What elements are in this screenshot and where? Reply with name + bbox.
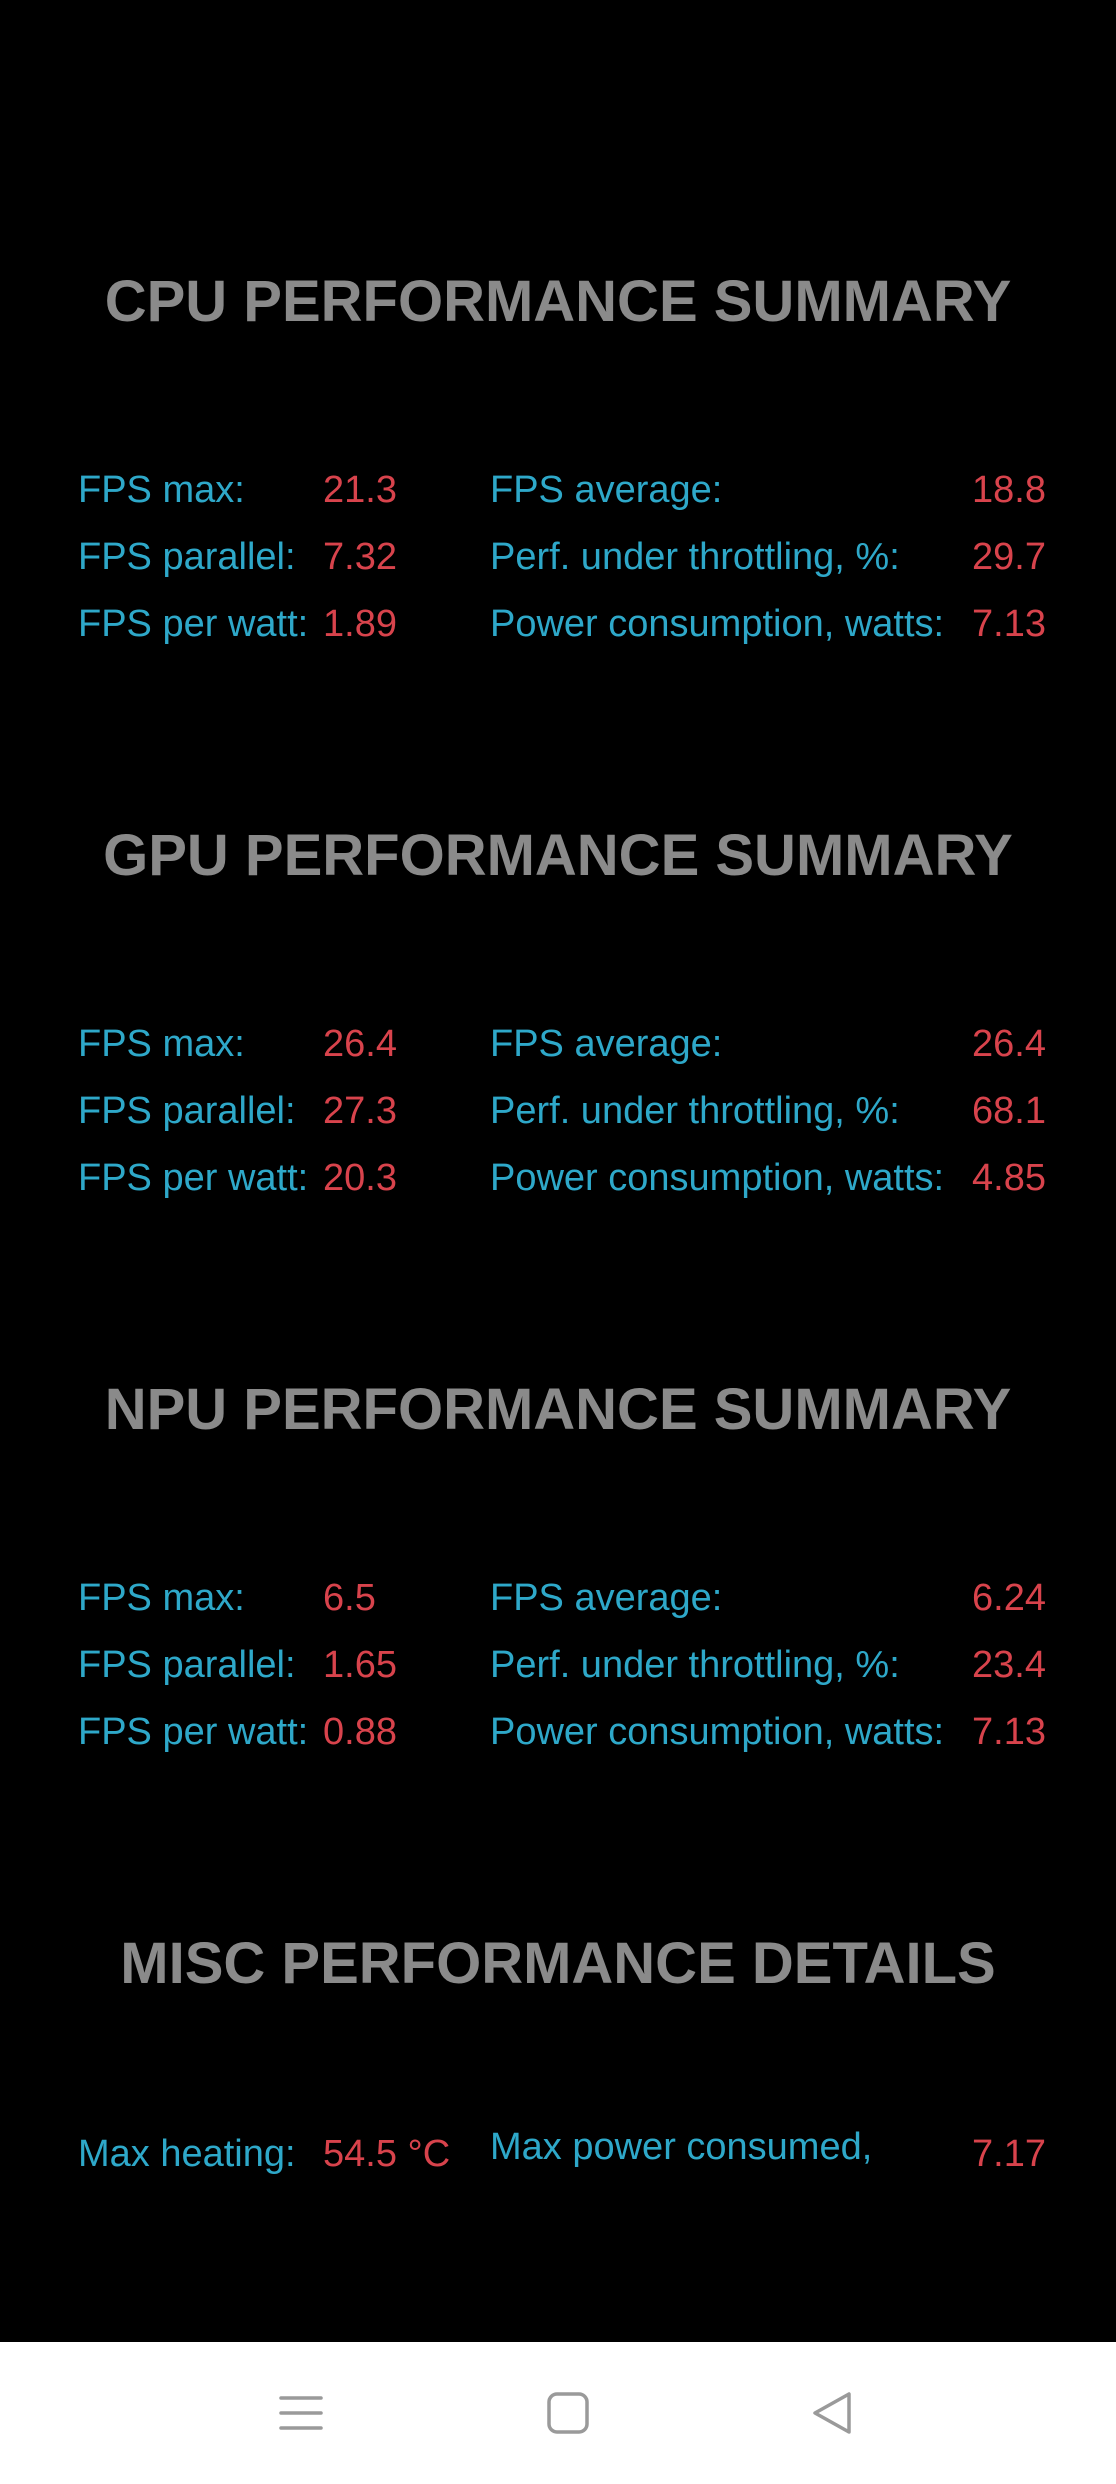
- gpu-fps-per-watt-value: 20.3: [323, 1157, 397, 1199]
- cpu-fps-per-watt-label: FPS per watt:: [78, 603, 309, 645]
- npu-throttling-label: Perf. under throttling, %:: [490, 1644, 900, 1686]
- back-button[interactable]: [792, 2373, 872, 2453]
- cpu-fps-per-watt-value: 1.89: [323, 603, 397, 645]
- gpu-fps-average-label: FPS average:: [490, 1023, 723, 1065]
- cpu-fps-average-value: 18.8: [972, 469, 1046, 511]
- npu-fps-per-watt-value: 0.88: [323, 1711, 397, 1753]
- npu-fps-max-label: FPS max:: [78, 1577, 245, 1619]
- gpu-row-1: FPS max: 26.4 FPS average: 26.4: [0, 1014, 1116, 1074]
- gpu-throttling-label: Perf. under throttling, %:: [490, 1090, 900, 1132]
- gpu-section-title: GPU PERFORMANCE SUMMARY: [103, 823, 1013, 888]
- cpu-fps-parallel-value: 7.32: [323, 536, 397, 578]
- cpu-fps-average-label: FPS average:: [490, 469, 723, 511]
- npu-row-3: FPS per watt: 0.88 Power consumption, wa…: [0, 1702, 1116, 1762]
- menu-lines-icon: [279, 2396, 323, 2430]
- triangle-back-icon: [813, 2392, 851, 2434]
- npu-row-2: FPS parallel: 1.65 Perf. under throttlin…: [0, 1635, 1116, 1695]
- npu-power-consumption-label: Power consumption, watts:: [490, 1711, 945, 1753]
- misc-max-power-consumed-label: Max power consumed,: [490, 2126, 873, 2168]
- misc-section-title: MISC PERFORMANCE DETAILS: [120, 1931, 996, 1996]
- recent-apps-button[interactable]: [261, 2373, 341, 2453]
- cpu-throttling-value: 29.7: [972, 536, 1046, 578]
- misc-max-heating-value: 54.5 °C: [323, 2133, 451, 2175]
- cpu-row-2: FPS parallel: 7.32 Perf. under throttlin…: [0, 527, 1116, 587]
- npu-row-1: FPS max: 6.5 FPS average: 6.24: [0, 1568, 1116, 1628]
- npu-fps-average-value: 6.24: [972, 1577, 1046, 1619]
- npu-fps-parallel-label: FPS parallel:: [78, 1644, 296, 1686]
- cpu-power-consumption-value: 7.13: [972, 603, 1046, 645]
- gpu-throttling-value: 68.1: [972, 1090, 1046, 1132]
- cpu-fps-max-label: FPS max:: [78, 469, 245, 511]
- misc-row-1: Max heating: 54.5 °C 7.17: [0, 2124, 1116, 2184]
- gpu-row-3: FPS per watt: 20.3 Power consumption, wa…: [0, 1148, 1116, 1208]
- gpu-fps-per-watt-label: FPS per watt:: [78, 1157, 309, 1199]
- square-home-icon: [547, 2392, 589, 2434]
- gpu-fps-average-value: 26.4: [972, 1023, 1046, 1065]
- npu-fps-average-label: FPS average:: [490, 1577, 723, 1619]
- cpu-fps-parallel-label: FPS parallel:: [78, 536, 296, 578]
- cpu-section-title: CPU PERFORMANCE SUMMARY: [104, 269, 1012, 334]
- misc-max-power-label-clip: Max power consumed,: [490, 2110, 930, 2185]
- gpu-power-consumption-value: 4.85: [972, 1157, 1046, 1199]
- npu-fps-parallel-value: 1.65: [323, 1644, 397, 1686]
- npu-fps-per-watt-label: FPS per watt:: [78, 1711, 309, 1753]
- cpu-row-1: FPS max: 21.3 FPS average: 18.8: [0, 460, 1116, 520]
- gpu-fps-max-label: FPS max:: [78, 1023, 245, 1065]
- cpu-row-3: FPS per watt: 1.89 Power consumption, wa…: [0, 594, 1116, 654]
- npu-power-consumption-value: 7.13: [972, 1711, 1046, 1753]
- npu-fps-max-value: 6.5: [323, 1577, 376, 1619]
- misc-max-power-consumed-value: 7.17: [972, 2133, 1046, 2175]
- system-navigation-bar: [0, 2342, 1116, 2484]
- gpu-fps-max-value: 26.4: [323, 1023, 397, 1065]
- cpu-power-consumption-label: Power consumption, watts:: [490, 603, 945, 645]
- gpu-row-2: FPS parallel: 27.3 Perf. under throttlin…: [0, 1081, 1116, 1141]
- gpu-fps-parallel-value: 27.3: [323, 1090, 397, 1132]
- gpu-fps-parallel-label: FPS parallel:: [78, 1090, 296, 1132]
- cpu-throttling-label: Perf. under throttling, %:: [490, 536, 900, 578]
- npu-section-title: NPU PERFORMANCE SUMMARY: [104, 1377, 1012, 1442]
- cpu-fps-max-value: 21.3: [323, 469, 397, 511]
- misc-max-heating-label: Max heating:: [78, 2133, 296, 2175]
- npu-throttling-value: 23.4: [972, 1644, 1046, 1686]
- gpu-power-consumption-label: Power consumption, watts:: [490, 1157, 945, 1199]
- home-button[interactable]: [528, 2373, 608, 2453]
